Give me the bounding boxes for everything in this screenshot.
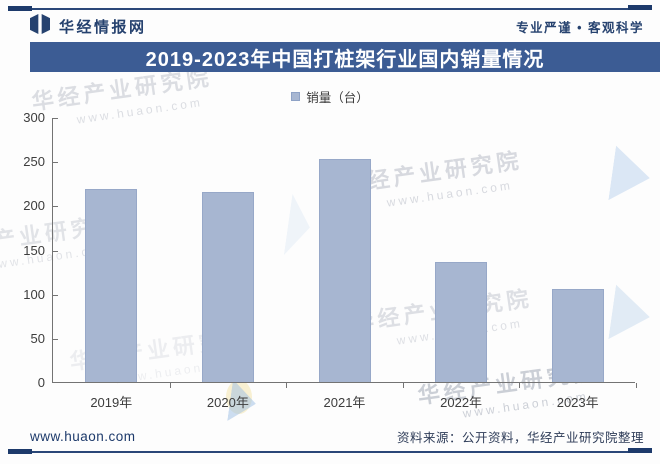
- x-axis-tick: [519, 383, 521, 388]
- y-axis-tick: [53, 338, 58, 340]
- legend-swatch: [291, 92, 301, 101]
- brand-name: 华经情报网: [59, 19, 147, 36]
- bar-2020年: [201, 192, 254, 382]
- y-axis-tick: [53, 294, 58, 296]
- x-tick-label: 2019年: [90, 395, 133, 410]
- x-tick-label: 2021年: [323, 395, 366, 410]
- x-axis-tick: [286, 383, 288, 388]
- bar-2023年: [551, 289, 604, 382]
- x-axis-tick: [402, 383, 404, 388]
- bar-2022年: [435, 261, 488, 382]
- legend-label: 销量（台）: [306, 91, 369, 105]
- y-tick-label: 150: [23, 242, 45, 258]
- y-tick-label: 0: [37, 375, 45, 390]
- x-axis-tick: [636, 383, 637, 388]
- bottom-rule: [8, 451, 652, 453]
- brand: 华经情报网: [28, 14, 147, 39]
- x-tick-label: 2020年: [206, 395, 249, 410]
- legend: 销量（台）: [0, 87, 660, 106]
- y-tick-label: 50: [30, 330, 45, 346]
- top-rule: [8, 8, 652, 10]
- data-source: 资料来源：公开资料，华经产业研究院整理: [396, 431, 644, 445]
- y-tick-label: 200: [23, 198, 45, 214]
- x-tick-label: 2022年: [440, 395, 483, 410]
- y-axis-tick: [53, 118, 58, 119]
- header-slogan: 专业严谨 • 客观科学: [516, 21, 644, 35]
- plot-area: 2019年 2020年 2021年 2022年 2023年: [52, 118, 637, 410]
- y-axis-tick: [53, 250, 58, 252]
- site-url: www.huaon.com: [30, 429, 136, 444]
- x-axis-tick: [169, 383, 171, 388]
- bar-2021年: [318, 159, 371, 382]
- bottom-right-accent-dash: [628, 448, 652, 453]
- y-axis-tick: [53, 206, 58, 208]
- brand-logo-icon: [28, 14, 52, 39]
- top-left-accent-dash: [8, 6, 32, 11]
- bar-2019年: [85, 188, 138, 382]
- bottom-left-accent-dash: [8, 449, 32, 454]
- footer: www.huaon.com 资料来源：公开资料，华经产业研究院整理: [30, 427, 644, 446]
- page-title: 2019-2023年中国打桩架行业国内销量情况: [145, 48, 545, 71]
- x-tick-label: 2023年: [556, 395, 599, 410]
- y-tick-label: 250: [23, 154, 45, 170]
- y-tick-label: 300: [23, 110, 45, 125]
- header: 华经情报网 专业严谨 • 客观科学: [28, 14, 644, 39]
- y-axis-tick: [53, 162, 58, 164]
- title-bar: 2019-2023年中国打桩架行业国内销量情况: [30, 42, 660, 72]
- top-right-accent-dash: [628, 5, 652, 10]
- y-tick-label: 100: [23, 286, 45, 302]
